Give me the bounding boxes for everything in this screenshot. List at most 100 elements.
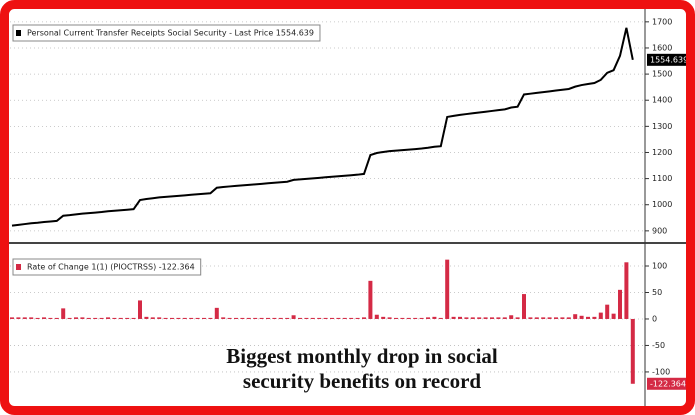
annotation: security benefits on record xyxy=(243,369,481,393)
bar xyxy=(547,317,552,319)
bar xyxy=(240,317,245,319)
bar xyxy=(554,317,558,319)
bar xyxy=(509,315,514,319)
bar xyxy=(86,317,91,319)
bar xyxy=(419,317,424,319)
bar xyxy=(413,317,418,319)
bar xyxy=(99,317,104,319)
bar xyxy=(317,317,322,319)
bar xyxy=(221,317,226,319)
last-value-label: -122.364 xyxy=(650,379,686,388)
bar xyxy=(534,317,539,319)
bar xyxy=(387,317,392,319)
y-tick-label: 1600 xyxy=(652,43,672,52)
bar xyxy=(285,317,290,319)
bar xyxy=(106,317,110,319)
bar xyxy=(214,307,219,319)
y-tick-label: 1100 xyxy=(652,174,672,183)
legend-swatch xyxy=(16,264,21,270)
bar xyxy=(16,317,21,319)
bar xyxy=(202,317,206,319)
bar xyxy=(490,317,494,319)
plot: 90010001100120013001400150016001700Perso… xyxy=(10,17,689,390)
bar xyxy=(259,317,264,319)
legend-box xyxy=(12,24,321,42)
bar xyxy=(67,317,72,319)
bar xyxy=(298,317,302,319)
line xyxy=(11,27,634,227)
y-tick-label: 1000 xyxy=(652,200,672,209)
bar xyxy=(182,317,187,319)
bar xyxy=(234,317,238,319)
bar xyxy=(278,317,283,319)
bar xyxy=(304,317,309,319)
bar xyxy=(54,317,59,319)
bar xyxy=(336,317,341,319)
bar xyxy=(163,317,168,319)
bar xyxy=(144,316,149,319)
bar xyxy=(502,317,507,319)
legend-swatch xyxy=(16,30,21,36)
bar xyxy=(381,316,386,319)
bar xyxy=(438,317,443,319)
y-tick-label: 900 xyxy=(652,226,667,235)
bar xyxy=(630,318,635,384)
y-tick-label: 0 xyxy=(652,314,657,323)
bar xyxy=(406,317,411,319)
bar xyxy=(605,304,610,319)
bar xyxy=(330,317,334,319)
bar xyxy=(451,316,456,319)
bar xyxy=(592,316,597,319)
bar xyxy=(355,317,360,319)
bar xyxy=(560,317,565,319)
legend-box xyxy=(12,258,202,276)
y-tick-label: 1200 xyxy=(652,148,672,157)
last-value-tag xyxy=(647,377,689,390)
bar xyxy=(477,317,482,319)
bar xyxy=(29,317,34,319)
bar xyxy=(272,317,277,319)
bar xyxy=(112,317,117,319)
bar xyxy=(579,315,584,319)
bar xyxy=(266,317,270,319)
y-tick-label: 1300 xyxy=(652,122,672,131)
y-tick-label: -100 xyxy=(652,367,670,376)
bar xyxy=(611,313,616,319)
bar xyxy=(374,314,379,319)
y-tick-label: 50 xyxy=(652,288,662,297)
bar xyxy=(253,317,258,319)
y-tick-label: 1500 xyxy=(652,70,672,79)
bar xyxy=(470,317,475,319)
bar xyxy=(566,317,571,319)
bar xyxy=(195,317,200,319)
bar xyxy=(176,317,181,319)
last-value-label: 1554.639 xyxy=(650,55,688,64)
bar xyxy=(515,317,520,319)
bar xyxy=(362,317,366,319)
bar xyxy=(522,294,526,319)
legend-label: Rate of Change 1(1) (PIOCTRSS) -122.364 xyxy=(27,263,195,272)
bar xyxy=(42,317,46,319)
bar xyxy=(464,317,469,319)
bar xyxy=(246,317,251,319)
y-tick-label: 1400 xyxy=(652,96,672,105)
bar xyxy=(618,289,622,319)
annotation: Biggest monthly drop in social xyxy=(226,344,498,368)
last-value-tag xyxy=(647,53,689,66)
bar xyxy=(310,317,315,319)
bar xyxy=(131,317,136,319)
bar xyxy=(458,316,462,319)
bar xyxy=(48,317,53,319)
bar xyxy=(624,262,629,319)
bar xyxy=(74,317,78,319)
legend-label: Personal Current Transfer Receipts Socia… xyxy=(27,29,314,38)
bar xyxy=(496,317,501,319)
bar xyxy=(368,280,373,319)
bar xyxy=(93,317,98,319)
bar xyxy=(125,317,130,319)
bar xyxy=(157,317,162,319)
bar xyxy=(227,317,232,319)
bar xyxy=(432,316,437,319)
